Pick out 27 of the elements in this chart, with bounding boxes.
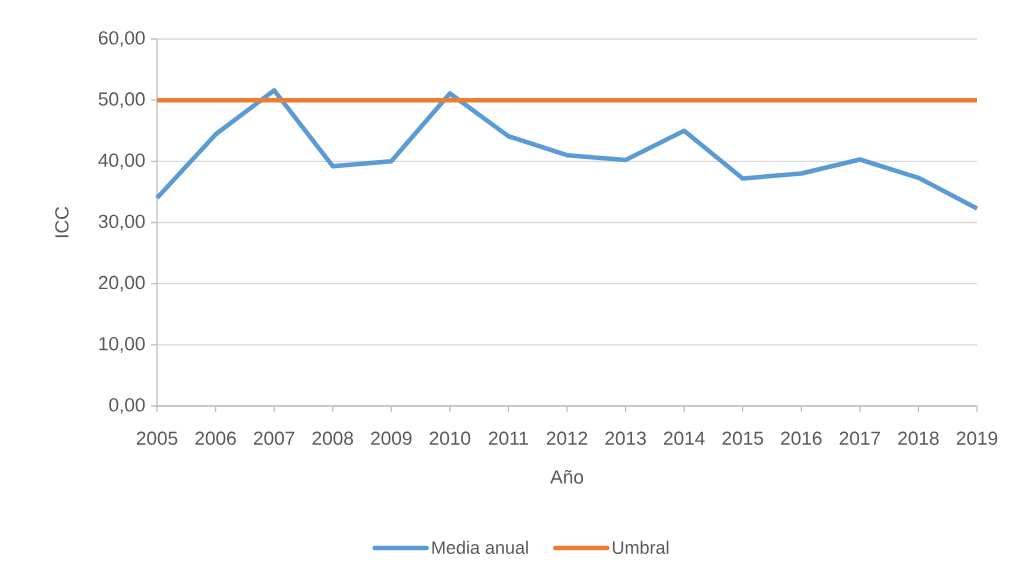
x-tick-label: 2014 [663,431,705,445]
x-tick-label: 2005 [136,431,178,445]
x-tick-label: 2007 [253,431,295,445]
x-tick-label: 2017 [839,431,881,445]
y-tick-label: 60,00 [98,31,145,47]
x-tick-label: 2009 [371,431,412,445]
legend-label: Media anual [432,540,528,554]
x-tick-label: 2010 [429,431,471,445]
x-tick-label: 2018 [898,431,939,445]
y-axis-title: ICC [55,206,69,238]
x-tick-label: 2012 [546,431,588,445]
x-tick-label: 2011 [488,431,528,445]
y-tick-label: 40,00 [98,153,145,170]
x-tick-label: 2015 [722,431,764,445]
y-tick-label: 0,00 [109,398,145,414]
legend-label: Umbral [612,540,669,554]
y-tick-label: 50,00 [98,92,145,109]
x-tick-label: 2006 [195,431,236,445]
x-tick-label: 2008 [312,431,354,445]
line-series [154,88,980,211]
x-tick-label: 2019 [956,431,998,445]
x-tick-label: 2016 [781,431,822,445]
y-tick-label: 10,00 [99,336,145,353]
x-axis-title: Año [550,469,584,484]
x-tick-label: 2013 [605,431,646,445]
y-tick-label: 30,00 [98,214,145,231]
y-tick-label: 20,00 [98,275,145,292]
